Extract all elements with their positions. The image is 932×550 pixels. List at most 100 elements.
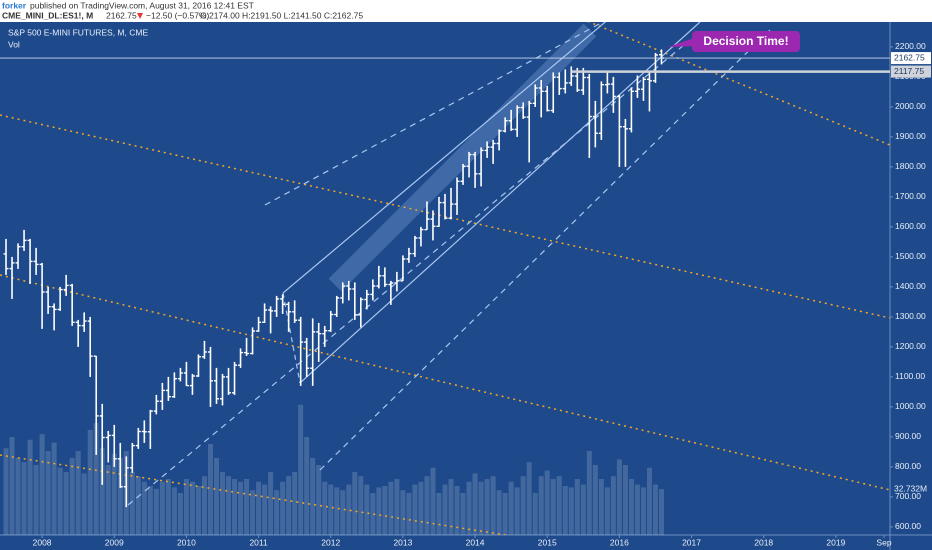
volume-bar [532, 493, 538, 535]
level-box [891, 65, 931, 78]
volume-bar [472, 473, 478, 535]
volume-bar [189, 481, 195, 535]
y-tick-label: 800.00 [895, 461, 921, 471]
volume-bar [544, 470, 550, 535]
volume-bar [141, 481, 147, 535]
author: forker [2, 0, 27, 10]
volume-bar [496, 490, 502, 535]
volume-last-label: 32.732M [894, 483, 927, 493]
volume-bar [256, 481, 262, 535]
volume-label: Vol [8, 39, 20, 49]
y-tick-label: 1100.00 [895, 371, 925, 381]
volume-bar [520, 476, 526, 535]
x-tick-label: Sep [876, 537, 891, 547]
volume-bar [99, 448, 105, 535]
volume-bar [442, 484, 448, 535]
volume-bar [586, 451, 592, 535]
volume-bar [484, 479, 490, 535]
volume-bar [538, 476, 544, 535]
volume-bar [616, 459, 622, 535]
volume-bar [328, 484, 334, 535]
y-tick-label: 1200.00 [895, 341, 926, 351]
volume-bar [568, 487, 574, 535]
volume-bar [652, 484, 658, 535]
volume-bar [658, 489, 664, 535]
volume-bar [580, 484, 586, 535]
volume-bar [117, 458, 123, 535]
volume-bar [322, 481, 328, 535]
volume-bar [514, 487, 520, 535]
y-tick-label: 1800.00 [895, 161, 926, 171]
volume-bar [153, 488, 159, 535]
volume-bar [598, 479, 604, 535]
volume-bar [51, 442, 57, 535]
volume-bar [424, 476, 430, 535]
y-tick-label: 1000.00 [895, 401, 926, 411]
volume-bar [213, 458, 219, 535]
volume-bar [298, 404, 304, 535]
volume-bar [556, 476, 562, 535]
volume-bar [394, 479, 400, 535]
volume-bar [436, 493, 442, 535]
volume-bar [220, 472, 225, 535]
volume-bar [382, 486, 388, 535]
volume-bar [171, 487, 177, 535]
volume-bar [490, 476, 496, 535]
volume-bar [268, 472, 274, 535]
volume-bar [364, 484, 370, 535]
volume-bar [622, 465, 628, 535]
volume-bar [45, 451, 51, 535]
volume-bar [93, 423, 99, 535]
symbol: CME_MINI_DL:ES1!, M [2, 10, 93, 20]
volume-bar [562, 486, 568, 535]
x-tick-label: 2018 [754, 537, 773, 547]
y-tick-label: 1400.00 [895, 281, 926, 291]
y-tick-label: 2000.00 [895, 101, 926, 111]
volume-bar [15, 458, 21, 535]
volume-bar [159, 481, 165, 535]
publish-info: published on TradingView.com, August 31,… [30, 0, 254, 10]
y-tick-label: 2200.00 [895, 41, 926, 51]
header-band [0, 0, 932, 22]
channel-line [264, 22, 605, 206]
x-tick-label: 2014 [466, 537, 485, 547]
volume-bar [334, 487, 340, 535]
volume-bar [406, 493, 412, 535]
x-tick-label: 2009 [105, 537, 124, 547]
volume-bar [244, 479, 250, 535]
down-arrow [137, 13, 143, 19]
volume-bar [574, 479, 580, 535]
volume-bar [274, 490, 280, 535]
y-tick-label: 600.00 [895, 521, 921, 531]
annotation: Decision Time! [703, 34, 788, 48]
volume-bar [63, 472, 69, 535]
plot-background [0, 22, 932, 550]
volume-bar [304, 437, 310, 535]
volume-bar [69, 458, 75, 535]
channel-line [319, 29, 771, 471]
x-tick-label: 2008 [33, 537, 52, 547]
volume-bar [250, 490, 256, 535]
volume-bar [610, 476, 616, 535]
channel-line [299, 22, 701, 384]
volume-bar [448, 479, 454, 535]
volume-bar [105, 465, 111, 535]
x-tick-label: 2012 [321, 537, 340, 547]
volume-bar [316, 465, 322, 535]
x-tick-label: 2010 [177, 537, 196, 547]
y-tick-label: 1700.00 [895, 191, 926, 201]
volume-bar [508, 481, 514, 535]
volume-bar [418, 481, 424, 535]
volume-bar [292, 472, 298, 535]
volume-bar [640, 487, 646, 535]
volume-bar [3, 448, 9, 535]
volume-bar [352, 472, 358, 535]
volume-bar [388, 481, 394, 535]
price-layer [3, 49, 664, 508]
volume-bar [454, 486, 460, 535]
y-tick-label: 900.00 [895, 431, 921, 441]
channel-line [127, 39, 691, 506]
callout: Decision Time! [668, 31, 800, 52]
price-change: −12.50 (−0.57%) [146, 10, 209, 20]
